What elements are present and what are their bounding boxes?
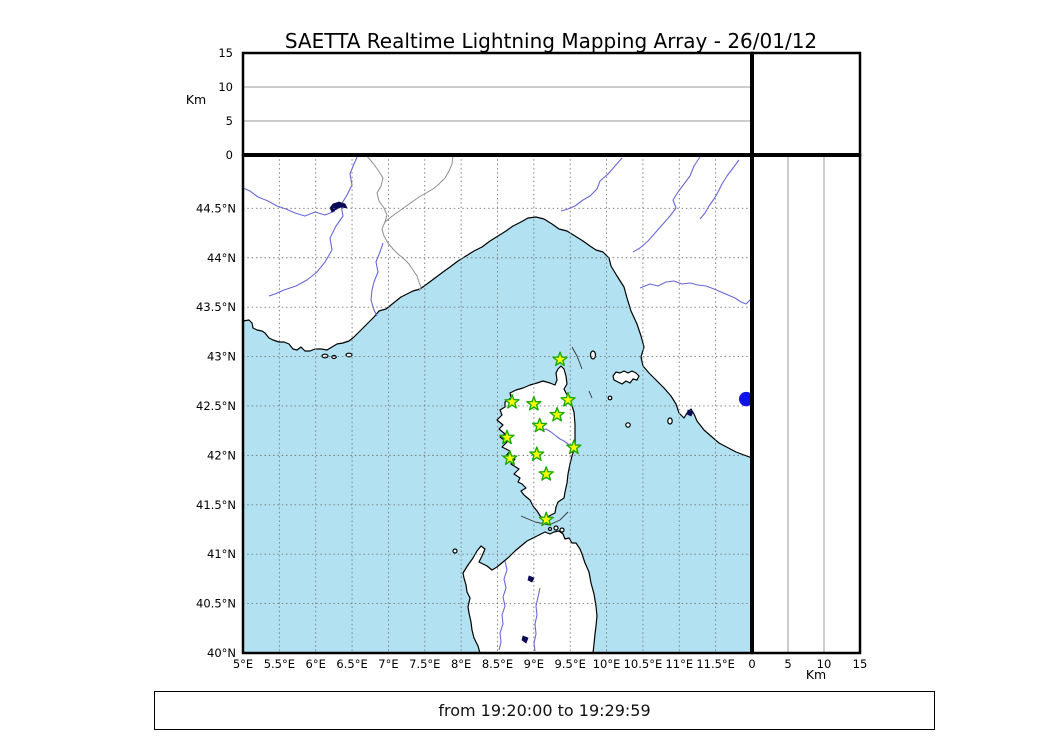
station-star <box>552 351 568 367</box>
longitude-tick-label: 7°E <box>378 657 398 671</box>
altitude-lon-panel-frame <box>241 51 754 157</box>
tick-labels: 0 5 10 15 0 5 10 15 44.5°N 44°N 43.5°N 43°N 42.5°N 42… <box>196 46 867 671</box>
island-pianosa <box>607 395 613 401</box>
longitude-tick-label: 10°E <box>593 657 621 671</box>
river-italy-1 <box>560 157 623 212</box>
station-star <box>532 417 548 433</box>
altitude-bottom-tick-label: 0 <box>748 657 755 671</box>
island-maddalena-1 <box>547 526 553 532</box>
latitude-tick-label: 40.5°N <box>196 597 236 611</box>
sea-line-east-corsica <box>588 390 593 399</box>
corner-panel-frame <box>750 51 862 157</box>
altitude-left-tick-label: 15 <box>218 46 233 60</box>
river-durance <box>243 187 336 217</box>
island-giglio <box>667 417 673 425</box>
altitude-bottom-tick-label: 10 <box>817 657 832 671</box>
island-maddalena-2 <box>553 525 559 531</box>
longitude-tick-label: 7.5°E <box>409 657 440 671</box>
landmasses <box>243 155 752 653</box>
altitude-left-tick-label: 5 <box>226 114 233 128</box>
latitude-tick-label: 44°N <box>207 251 236 265</box>
station-star <box>529 446 545 461</box>
latitude-tick-label: 44.5°N <box>196 201 236 215</box>
figure-title: SAETTA Realtime Lightning Mapping Array … <box>285 29 817 53</box>
station-star <box>538 511 554 527</box>
station-star <box>560 392 576 407</box>
map-panel <box>243 155 752 653</box>
longitude-tick-label: 5°E <box>233 657 253 671</box>
island-hyeres-1 <box>321 353 329 359</box>
island-asinara <box>452 548 458 554</box>
longitude-tick-label: 5.5°E <box>264 657 295 671</box>
altitude-left-tick-label: 10 <box>218 80 233 94</box>
station-star <box>526 396 542 411</box>
land-continental-europe <box>243 155 752 459</box>
latitude-tick-label: 41.5°N <box>196 498 236 512</box>
river-arno <box>639 280 752 305</box>
river-rhone <box>268 155 359 297</box>
longitude-tick-label: 9.5°E <box>555 657 586 671</box>
altitude-left-tick-label: 0 <box>226 148 233 162</box>
river-italy-2 <box>632 156 701 253</box>
longitude-tick-label: 9°E <box>524 657 544 671</box>
lightning-detection-dot <box>738 391 752 407</box>
station-star <box>499 429 515 445</box>
river-italy-3 <box>699 159 740 220</box>
longitude-tick-label: 11°E <box>665 657 693 671</box>
border-france-italy <box>365 155 422 292</box>
lake-sardinia-1 <box>527 575 535 583</box>
land-sardinia <box>462 530 598 653</box>
latitude-tick-label: 40°N <box>207 646 236 660</box>
island-capraia <box>589 350 597 360</box>
station-markers-layer <box>499 351 752 527</box>
panel-frames <box>241 51 862 655</box>
lake-sardinia-2 <box>521 635 529 644</box>
time-range-box: from 19:20:00 to 19:29:59 <box>154 691 935 730</box>
station-star <box>549 406 565 422</box>
map-gridlines <box>243 155 752 653</box>
river-sardinia-2 <box>533 587 541 652</box>
river-sardinia-1 <box>498 560 508 651</box>
longitude-tick-label: 10.5°E <box>624 657 663 671</box>
border-branch-north <box>384 155 454 223</box>
latitude-tick-label: 42°N <box>207 448 236 462</box>
altitude-lat-panel-frame <box>750 153 862 655</box>
island-hyeres-3 <box>345 352 353 358</box>
lagoon-orbetello <box>686 409 694 417</box>
river-var <box>370 242 384 317</box>
latitude-tick-label: 41°N <box>207 547 236 561</box>
island-montecristo <box>625 422 631 428</box>
lake-serre-poncon <box>329 201 348 213</box>
longitude-tick-label: 8°E <box>451 657 471 671</box>
longitude-tick-label: 8.5°E <box>482 657 513 671</box>
longitude-tick-label: 6°E <box>306 657 326 671</box>
altitude-bottom-tick-label: 5 <box>784 657 791 671</box>
altitude-bottom-tick-label: 15 <box>853 657 868 671</box>
left-altitude-axis-label: Km <box>186 92 206 107</box>
latitude-tick-label: 43.5°N <box>196 300 236 314</box>
time-range-text: from 19:20:00 to 19:29:59 <box>438 701 651 720</box>
station-star <box>538 466 554 481</box>
island-maddalena-3 <box>559 527 565 533</box>
sea-line-cap-corse <box>571 346 583 370</box>
land-elba-island <box>612 370 640 385</box>
bottom-altitude-axis-label: Km <box>806 667 826 682</box>
longitude-tick-label: 6.5°E <box>336 657 367 671</box>
latitude-tick-label: 42.5°N <box>196 399 236 413</box>
station-star <box>502 450 518 465</box>
altitude-panel-gridlines <box>243 86 825 653</box>
station-star <box>504 394 520 409</box>
rivers-layer <box>243 155 752 652</box>
station-star <box>566 439 582 455</box>
longitude-tick-label: 11.5°E <box>696 657 735 671</box>
land-corsica <box>496 365 576 520</box>
latitude-tick-label: 43°N <box>207 350 236 364</box>
